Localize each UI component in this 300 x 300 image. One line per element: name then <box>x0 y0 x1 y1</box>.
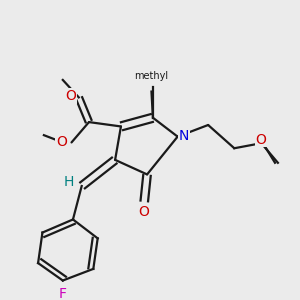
Text: O: O <box>256 133 266 146</box>
Text: O: O <box>65 89 76 103</box>
Text: O: O <box>139 205 150 219</box>
Text: N: N <box>179 129 189 143</box>
Text: F: F <box>59 286 67 300</box>
Text: H: H <box>63 175 74 189</box>
Text: O: O <box>56 135 67 149</box>
Text: methyl: methyl <box>134 71 169 81</box>
